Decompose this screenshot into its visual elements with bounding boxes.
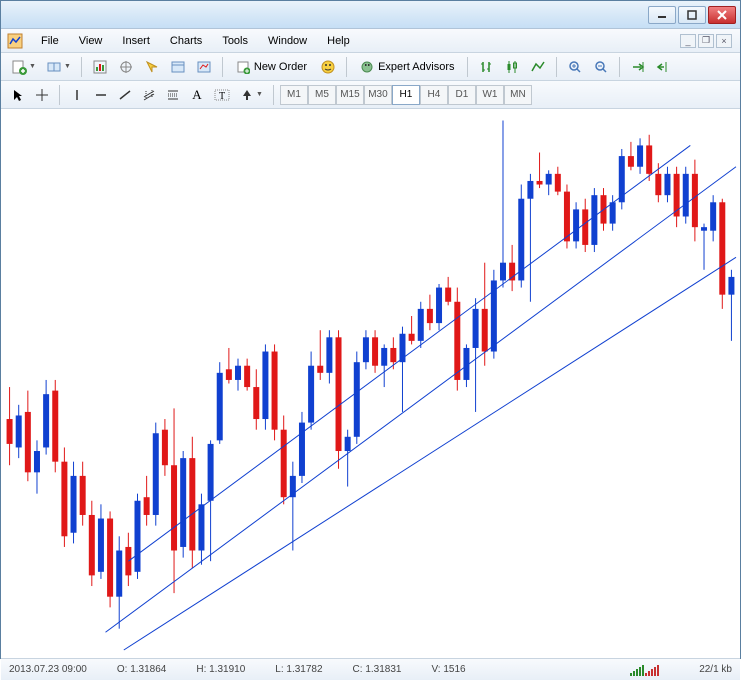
timeframe-w1[interactable]: W1 [476, 85, 504, 105]
status-open: O: 1.31864 [117, 664, 166, 675]
bar-chart-button[interactable] [474, 56, 498, 78]
timeframe-d1[interactable]: D1 [448, 85, 476, 105]
status-close: C: 1.31831 [353, 664, 402, 675]
cursor-button[interactable] [7, 84, 29, 106]
vertical-line-button[interactable] [66, 84, 88, 106]
expert-advisors-icon [360, 60, 374, 74]
app-icon [5, 31, 25, 51]
menu-window[interactable]: Window [258, 32, 317, 50]
maximize-button[interactable] [678, 6, 706, 24]
new-order-icon [236, 60, 250, 74]
child-minimize-button[interactable]: _ [680, 34, 696, 48]
close-button[interactable] [708, 6, 736, 24]
data-window-button[interactable] [140, 56, 164, 78]
line-chart-button[interactable] [526, 56, 550, 78]
candle-chart-button[interactable] [500, 56, 524, 78]
menu-help[interactable]: Help [317, 32, 360, 50]
crosshair-button[interactable] [31, 84, 53, 106]
text-label-button[interactable]: T [210, 84, 234, 106]
fibonacci-button[interactable] [162, 84, 184, 106]
chart-area[interactable] [1, 109, 740, 658]
titlebar [1, 1, 740, 29]
trendline-button[interactable] [114, 84, 136, 106]
child-close-button[interactable]: × [716, 34, 732, 48]
menu-charts[interactable]: Charts [160, 32, 212, 50]
timeframe-mn[interactable]: MN [504, 85, 532, 105]
meta-quotes-button[interactable] [316, 56, 340, 78]
timeframe-m15[interactable]: M15 [336, 85, 364, 105]
connection-indicator [630, 664, 659, 676]
menu-tools[interactable]: Tools [212, 32, 258, 50]
status-datetime: 2013.07.23 09:00 [9, 664, 87, 675]
minimize-button[interactable] [648, 6, 676, 24]
svg-text:T: T [219, 91, 225, 102]
candlestick-chart [1, 109, 740, 658]
status-high: H: 1.31910 [196, 664, 245, 675]
terminal-button[interactable] [166, 56, 190, 78]
timeframe-m1[interactable]: M1 [280, 85, 308, 105]
menu-file[interactable]: File [31, 32, 69, 50]
menubar: FileViewInsertChartsToolsWindowHelp _ ❐ … [1, 29, 740, 53]
timeframe-m5[interactable]: M5 [308, 85, 336, 105]
new-chart-button[interactable]: ▼ [7, 56, 40, 78]
app-window: FileViewInsertChartsToolsWindowHelp _ ❐ … [0, 0, 741, 659]
toolbar-2: A T ▼ M1M5M15M30H1H4D1W1MN [1, 81, 740, 109]
new-order-label: New Order [254, 61, 307, 73]
chart-shift-button[interactable] [652, 56, 676, 78]
profiles-button[interactable]: ▼ [42, 56, 75, 78]
timeframe-h1[interactable]: H1 [392, 85, 420, 105]
status-volume: V: 1516 [431, 664, 465, 675]
toolbar-1: ▼ ▼ New Order Expert Advisors [1, 53, 740, 81]
text-button[interactable]: A [186, 84, 208, 106]
menu-view[interactable]: View [69, 32, 113, 50]
zoom-out-button[interactable] [589, 56, 613, 78]
statusbar: 2013.07.23 09:00 O: 1.31864 H: 1.31910 L… [1, 658, 740, 680]
arrows-button[interactable]: ▼ [236, 84, 267, 106]
timeframe-h4[interactable]: H4 [420, 85, 448, 105]
market-watch-button[interactable] [88, 56, 112, 78]
status-low: L: 1.31782 [275, 664, 322, 675]
timeframe-m30[interactable]: M30 [364, 85, 392, 105]
child-restore-button[interactable]: ❐ [698, 34, 714, 48]
menu-insert[interactable]: Insert [112, 32, 160, 50]
navigator-button[interactable] [114, 56, 138, 78]
horizontal-line-button[interactable] [90, 84, 112, 106]
expert-advisors-button[interactable]: Expert Advisors [353, 56, 461, 78]
status-bandwidth: 22/1 kb [699, 664, 732, 675]
zoom-in-button[interactable] [563, 56, 587, 78]
auto-scroll-button[interactable] [626, 56, 650, 78]
channel-button[interactable] [138, 84, 160, 106]
strategy-tester-button[interactable] [192, 56, 216, 78]
new-order-button[interactable]: New Order [229, 56, 314, 78]
expert-advisors-label: Expert Advisors [378, 61, 454, 73]
